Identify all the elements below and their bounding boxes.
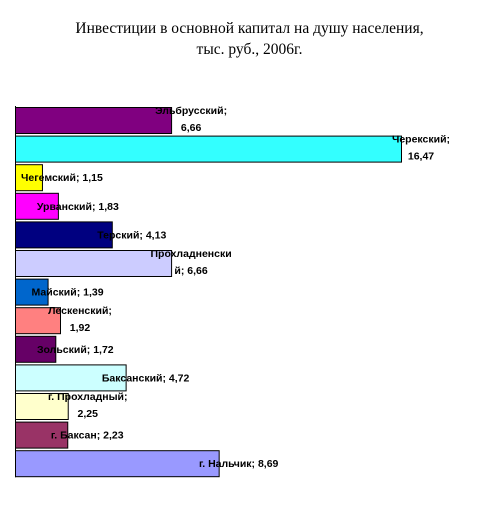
- bar-label-1-line-2: 6,66: [181, 122, 202, 134]
- bar-label-9: Зольский; 1,72: [37, 344, 114, 356]
- bar-label-2-line-1: Черекский;: [392, 134, 450, 146]
- bar-11: [15, 393, 69, 420]
- bar-label-3-line-1: Чегемский; 1,15: [21, 172, 103, 184]
- bar-3: [15, 164, 43, 192]
- bar-label-6: Прохладненски й; 6,66: [150, 248, 231, 277]
- chart-title-line-2: тыс. руб., 2006г.: [196, 41, 303, 58]
- bar-10: [15, 364, 127, 392]
- bar-6: [15, 250, 173, 277]
- bar-label-7: Майский; 1,39: [32, 287, 104, 299]
- bar-label-6-line-2: й; 6,66: [174, 265, 207, 277]
- bar-2: [15, 135, 402, 163]
- bar-13: [15, 450, 220, 478]
- bars-group: [15, 107, 402, 478]
- bar-7: [15, 278, 49, 306]
- bar-label-3: Чегемский; 1,15: [21, 172, 103, 184]
- bar-label-13: г. Нальчик; 8,69: [199, 458, 279, 470]
- bar-label-1-line-1: Эльбрусский;: [155, 105, 227, 117]
- bar-label-9-line-1: Зольский; 1,72: [37, 344, 114, 356]
- labels-group: Эльбрусский; 6,66 Черекский; 16,47 Чегемский…: [21, 105, 450, 470]
- bar-label-8-line-1: Лескенский;: [48, 305, 112, 317]
- bar-1: [15, 107, 173, 134]
- chart-title: Инвестиции в основной капитал на душу на…: [0, 18, 499, 60]
- bar-label-11-line-2: 2,25: [78, 408, 99, 420]
- bar-label-12-line-1: г. Баксан; 2,23: [51, 430, 124, 442]
- bar-label-11-line-1: г. Прохладный;: [48, 391, 128, 403]
- bar-label-4: Урванский; 1,83: [37, 201, 119, 213]
- bar-label-2-line-2: 16,47: [408, 151, 434, 163]
- bar-8: [15, 307, 61, 335]
- bar-label-13-line-1: г. Нальчик; 8,69: [199, 458, 279, 470]
- bar-label-12: г. Баксан; 2,23: [51, 430, 124, 442]
- bar-label-1: Эльбрусский; 6,66: [155, 105, 227, 134]
- chart-title-line-1: Инвестиции в основной капитал на душу на…: [75, 20, 424, 37]
- bar-label-11: г. Прохладный; 2,25: [48, 391, 128, 420]
- bar-12: [15, 421, 69, 449]
- bar-label-5: Терский; 4,13: [97, 229, 166, 241]
- bar-label-4-line-1: Урванский; 1,83: [37, 201, 119, 213]
- bar-label-6-line-1: Прохладненски: [150, 248, 231, 260]
- bar-label-10: Баксанский; 4,72: [102, 372, 190, 384]
- bar-label-2: Черекский; 16,47: [392, 134, 450, 163]
- bar-5: [15, 221, 113, 249]
- bar-label-8: Лескенский; 1,92: [48, 305, 112, 334]
- bar-4: [15, 192, 59, 220]
- bar-label-7-line-1: Майский; 1,39: [32, 287, 104, 299]
- bar-label-10-line-1: Баксанский; 4,72: [102, 372, 190, 384]
- bar-label-5-line-1: Терский; 4,13: [97, 229, 166, 241]
- bar-label-8-line-2: 1,92: [70, 322, 91, 334]
